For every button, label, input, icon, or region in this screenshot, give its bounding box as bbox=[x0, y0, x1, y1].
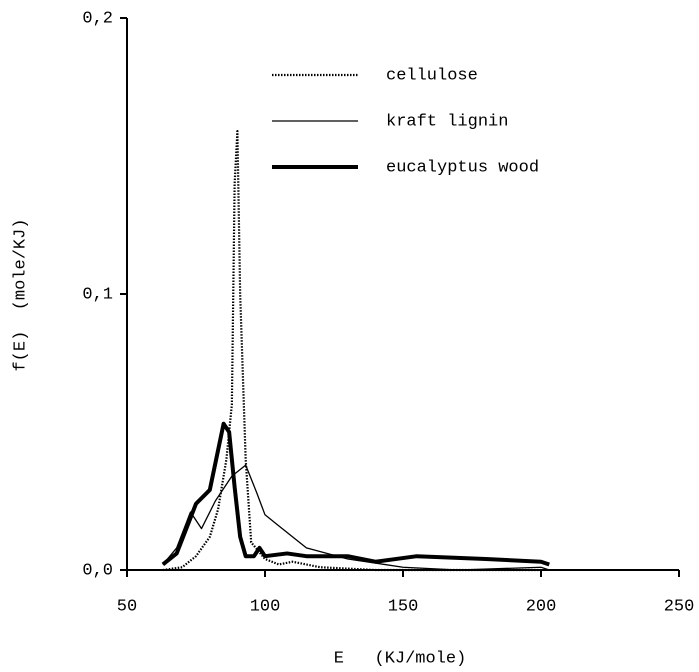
legend-label: cellulose bbox=[386, 66, 478, 85]
series-line bbox=[161, 421, 550, 567]
y-tick-label: 0,2 bbox=[82, 9, 113, 28]
x-axis-label: E (KJ/mole) bbox=[334, 649, 467, 668]
y-axis-label: f(E) (mole/KJ) bbox=[11, 218, 30, 371]
y-tick-label: 0,1 bbox=[82, 285, 113, 304]
y-tick-label: 0,0 bbox=[82, 561, 113, 580]
x-tick-label: 150 bbox=[388, 597, 419, 616]
x-tick-label: 50 bbox=[117, 597, 137, 616]
legend-label: kraft lignin bbox=[386, 112, 508, 131]
x-tick-label: 200 bbox=[526, 597, 557, 616]
legend-label: eucalyptus wood bbox=[386, 158, 539, 177]
series-line bbox=[162, 130, 541, 572]
x-tick-label: 100 bbox=[250, 597, 281, 616]
series-line bbox=[162, 464, 550, 571]
x-tick-label: 250 bbox=[664, 597, 695, 616]
